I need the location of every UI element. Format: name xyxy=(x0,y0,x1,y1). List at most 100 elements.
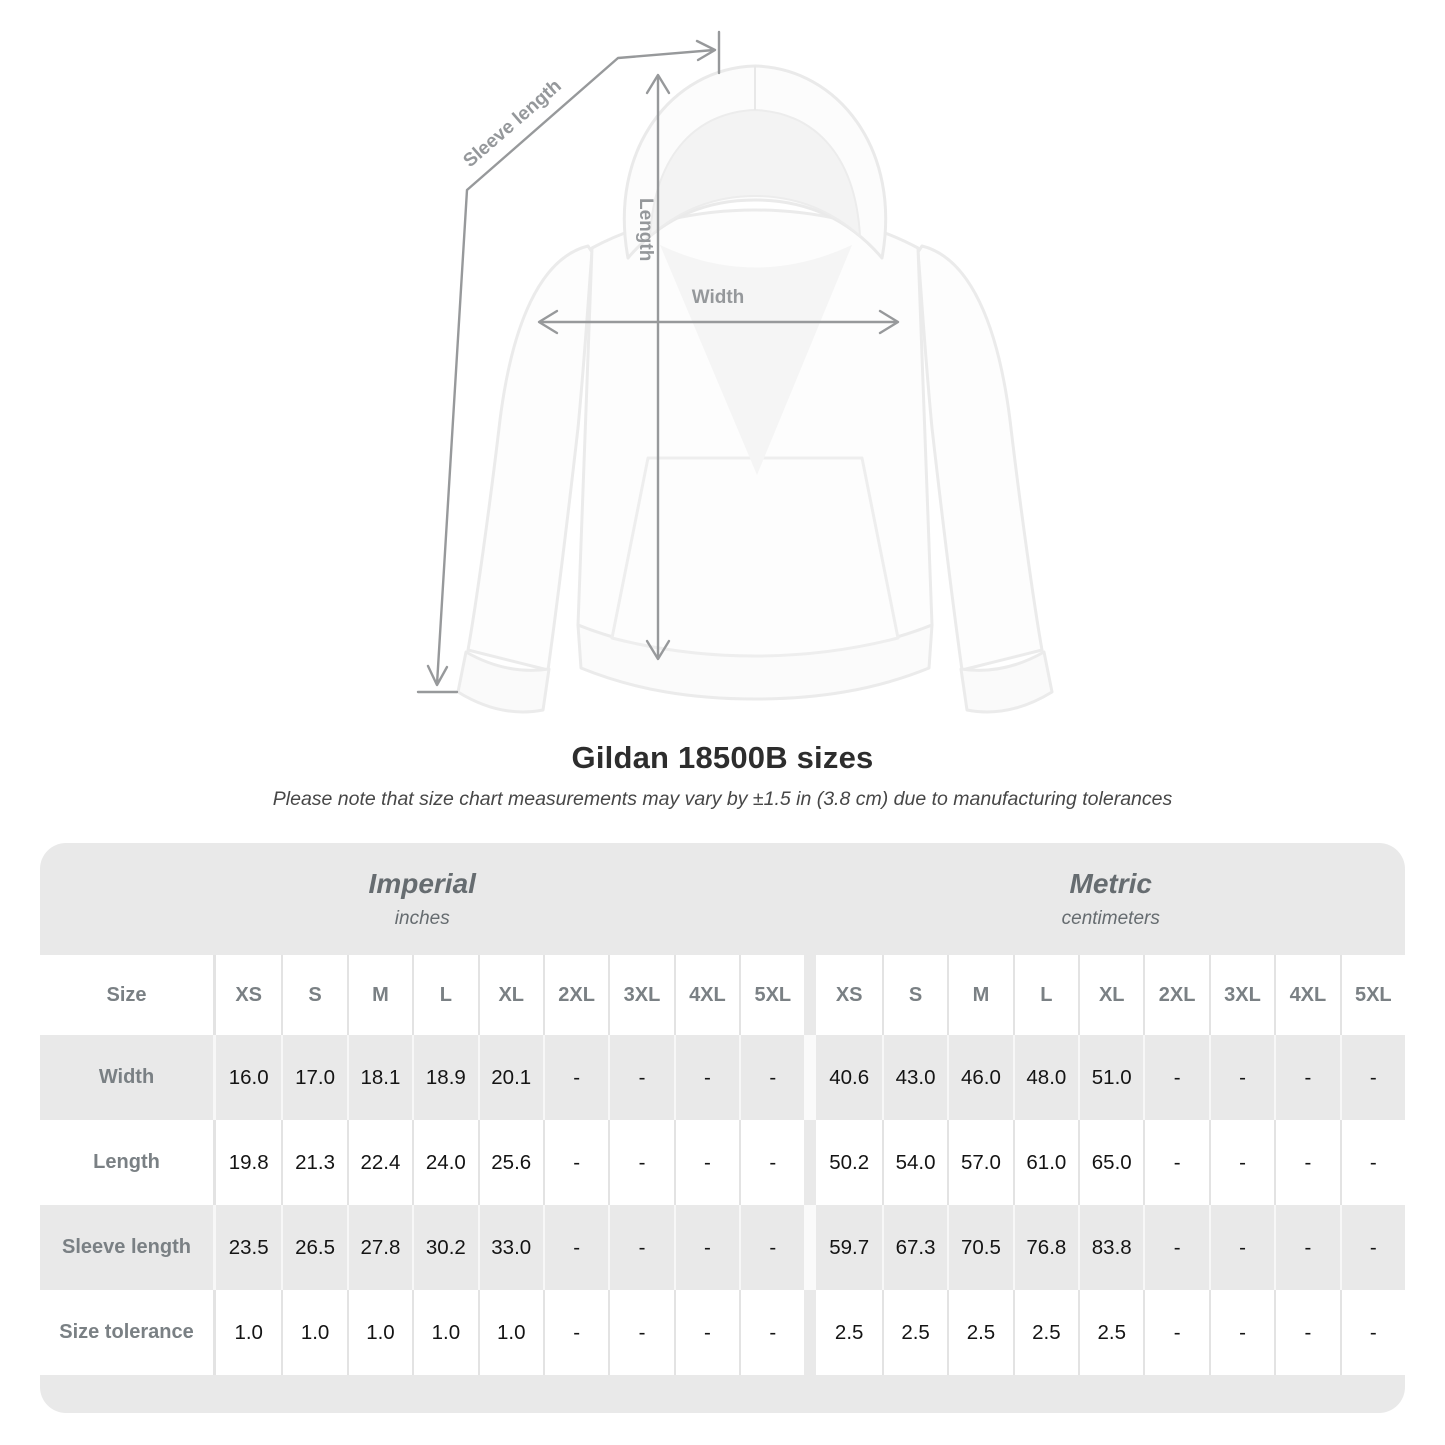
length-label: Length xyxy=(635,198,656,261)
hoodie-diagram-svg: Width Length Sleeve length xyxy=(416,30,1054,714)
row-label: Width xyxy=(40,1035,216,1120)
value-cell: 19.8 xyxy=(228,1150,269,1174)
value-cell: 67.3 xyxy=(881,1205,947,1290)
value-cell: - xyxy=(1208,1205,1274,1290)
value-cell: - xyxy=(1339,1120,1405,1205)
page-title: Gildan 18500B sizes xyxy=(571,740,874,775)
value-cell: - xyxy=(1143,1035,1208,1120)
value-cell: - xyxy=(739,1035,804,1120)
value-cell: 17.0 xyxy=(281,1035,346,1120)
value-cell: - xyxy=(1339,1290,1405,1375)
value-cell: 1.0 xyxy=(234,1320,263,1344)
size-header-label: Size xyxy=(40,955,216,1035)
value-cell: - xyxy=(739,1205,804,1290)
size-col-header: 3XL xyxy=(1208,955,1274,1035)
value-cell: 2.5 xyxy=(834,1320,864,1344)
value-cell: - xyxy=(673,1035,739,1120)
value-cell: - xyxy=(739,1290,804,1375)
group-divider xyxy=(804,1290,817,1375)
value-cell: - xyxy=(542,1035,608,1120)
value-cell: 46.0 xyxy=(947,1035,1012,1120)
hoodie-left-sleeve xyxy=(466,244,594,672)
length-arrow xyxy=(645,73,671,661)
value-cell: 70.5 xyxy=(947,1205,1012,1290)
size-col-header: 4XL xyxy=(1274,955,1339,1035)
table-body: Width 16.0 17.0 18.1 18.9 20.1- - - -40.6 43.0 46.… xyxy=(40,1035,1405,1375)
size-col-header: 2XL xyxy=(542,955,608,1035)
value-cell: - xyxy=(1339,1035,1405,1120)
value-cell: 59.7 xyxy=(829,1235,870,1259)
value-cell: 1.0 xyxy=(281,1290,346,1375)
hoodie-right-cuff xyxy=(959,650,1054,714)
hoodie-illustration xyxy=(456,64,1054,714)
hoodie-pocket xyxy=(610,456,900,658)
size-col-header: 3XL xyxy=(608,955,673,1035)
value-cell: 48.0 xyxy=(1012,1035,1078,1120)
value-cell: 23.5 xyxy=(228,1235,269,1259)
table-row: Sleeve length 23.5 26.5 27.8 30.2 33.0- - - -59.… xyxy=(40,1205,1405,1290)
size-col-header: 5XL xyxy=(1339,955,1405,1035)
value-cell: 50.2 xyxy=(829,1150,870,1174)
value-cell: 24.0 xyxy=(412,1120,477,1205)
sleeve-length-arrow xyxy=(416,30,721,694)
value-cell: - xyxy=(739,1120,804,1205)
value-cell: 18.9 xyxy=(412,1035,477,1120)
value-cell: - xyxy=(608,1205,673,1290)
value-cell: - xyxy=(673,1120,739,1205)
size-col-header: XS xyxy=(235,983,263,1006)
value-cell: 51.0 xyxy=(1078,1035,1143,1120)
value-cell: 43.0 xyxy=(881,1035,947,1120)
hoodie-hood-drape xyxy=(660,245,852,475)
table-bottom-cap xyxy=(40,1375,1405,1413)
value-cell: - xyxy=(1208,1035,1274,1120)
value-cell: - xyxy=(542,1290,608,1375)
hoodie-hood-opening xyxy=(649,109,861,237)
value-cell: 2.5 xyxy=(1012,1290,1078,1375)
value-cell: 26.5 xyxy=(281,1205,346,1290)
value-cell: - xyxy=(1208,1120,1274,1205)
value-cell: 16.0 xyxy=(228,1065,269,1089)
value-cell: - xyxy=(1274,1120,1339,1205)
value-cell: 2.5 xyxy=(947,1290,1012,1375)
value-cell: - xyxy=(1143,1205,1208,1290)
value-cell: - xyxy=(1274,1290,1339,1375)
group-unit-imperial: inches xyxy=(394,908,450,929)
value-cell: 57.0 xyxy=(947,1120,1012,1205)
value-cell: 1.0 xyxy=(477,1290,543,1375)
size-col-header: 2XL xyxy=(1143,955,1208,1035)
size-col-header: L xyxy=(412,955,477,1035)
hoodie-right-sleeve xyxy=(916,244,1044,672)
size-col-header: 5XL xyxy=(739,955,804,1035)
size-col-header: 4XL xyxy=(673,955,739,1035)
value-cell: 21.3 xyxy=(281,1120,346,1205)
value-cell: 20.1 xyxy=(477,1035,543,1120)
value-cell: 61.0 xyxy=(1012,1120,1078,1205)
table-row: Width 16.0 17.0 18.1 18.9 20.1- - - -40.6 43.0 46.… xyxy=(40,1035,1405,1120)
width-arrow xyxy=(537,309,900,335)
table-row: Size tolerance 1.0 1.0 1.0 1.0 1.0- - - -2.5 2.5 2… xyxy=(40,1290,1405,1375)
value-cell: 25.6 xyxy=(477,1120,543,1205)
size-col-header: M xyxy=(346,955,412,1035)
value-cell: 83.8 xyxy=(1078,1205,1143,1290)
table-row: Length 19.8 21.3 22.4 24.0 25.6- - - -50.2 54.0 57… xyxy=(40,1120,1405,1205)
value-cell: 1.0 xyxy=(346,1290,412,1375)
value-cell: - xyxy=(673,1205,739,1290)
value-cell: 22.4 xyxy=(346,1120,412,1205)
value-cell: - xyxy=(1339,1205,1405,1290)
value-cell: - xyxy=(542,1120,608,1205)
hoodie-measurement-diagram: Width Length Sleeve length xyxy=(416,30,1054,714)
group-divider xyxy=(804,1120,817,1205)
sleeve-length-label: Sleeve length xyxy=(460,76,566,172)
row-label: Sleeve length xyxy=(40,1205,216,1290)
group-divider xyxy=(804,955,817,1035)
value-cell: - xyxy=(1274,1035,1339,1120)
value-cell: 18.1 xyxy=(346,1035,412,1120)
value-cell: 65.0 xyxy=(1078,1120,1143,1205)
value-cell: - xyxy=(608,1035,673,1120)
size-col-header: S xyxy=(281,955,346,1035)
size-col-header: XL xyxy=(1078,955,1143,1035)
size-header-row: Size XS S M L XL 2XL 3XL 4XL 5XL XS S M L XL 2XL 3XL 4XL… xyxy=(40,955,1405,1035)
width-label: Width xyxy=(692,287,745,308)
size-col-header: S xyxy=(881,955,947,1035)
value-cell: 54.0 xyxy=(881,1120,947,1205)
